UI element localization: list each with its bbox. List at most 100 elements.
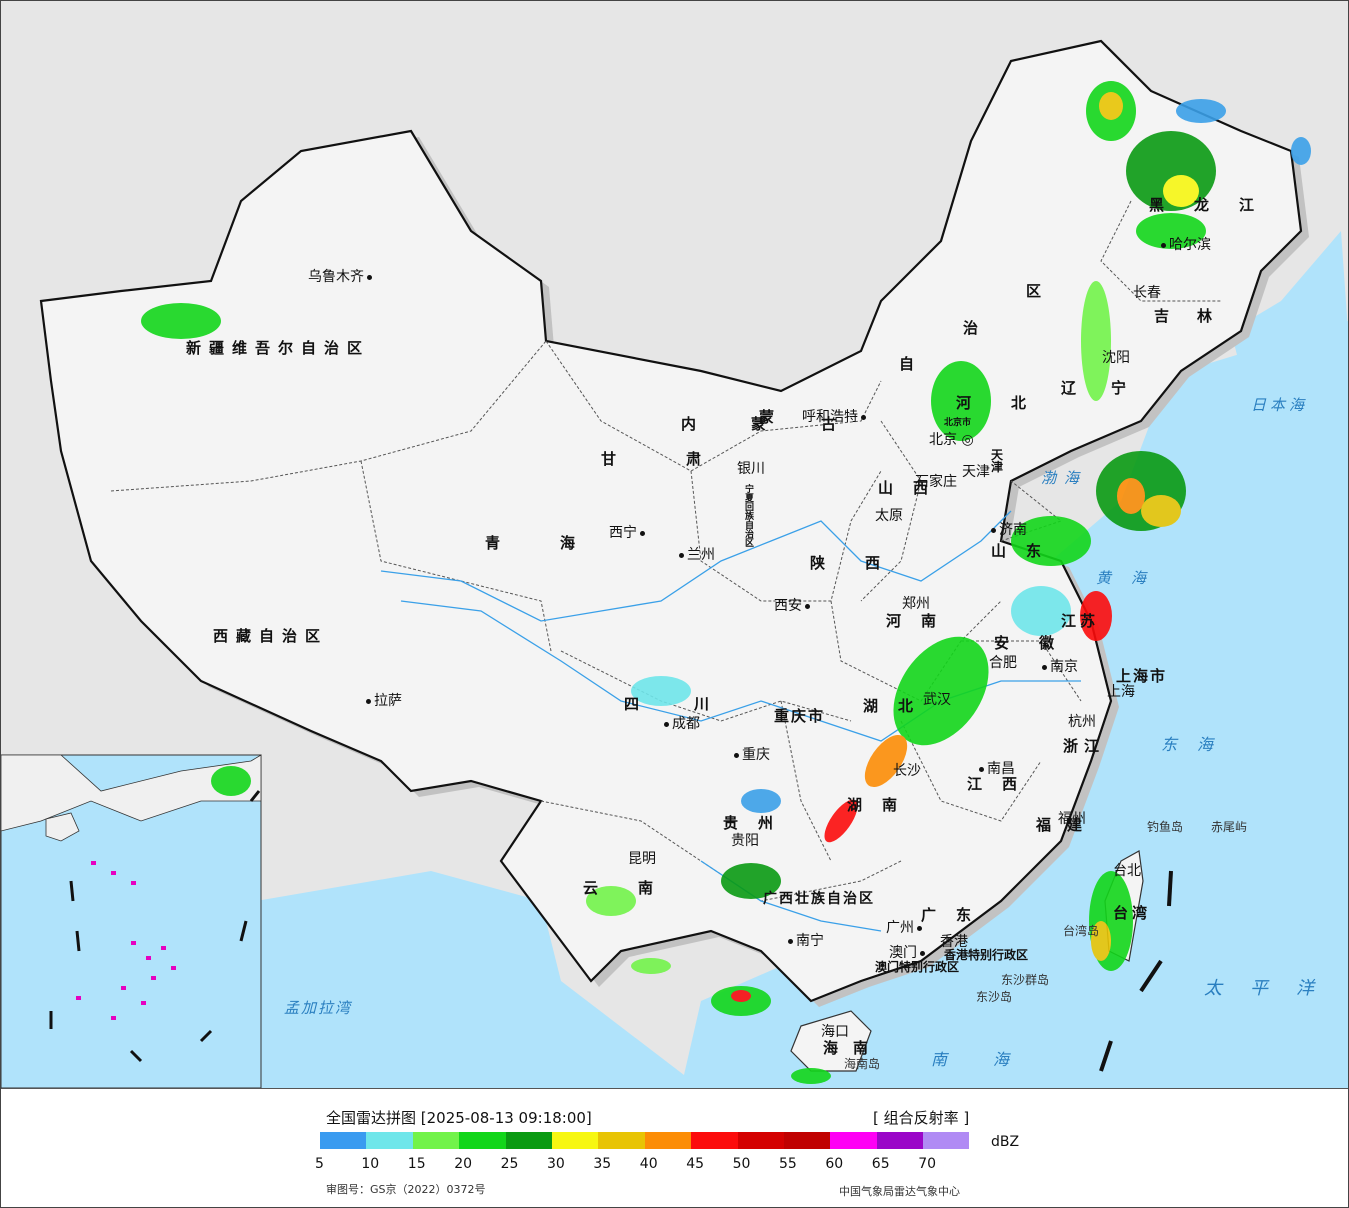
province-label-taiwan: 台湾 <box>1113 904 1152 922</box>
province-label-anhui: 安徽 <box>994 634 1085 652</box>
sea-label-east: 东海 <box>1161 735 1234 754</box>
city-label-xining: 西宁 <box>609 526 648 540</box>
city-label-zhengzhou: 郑州 <box>902 596 930 612</box>
radar-mosaic-map: 乌鲁木齐 拉萨 西宁 兰州 银川 呼和浩特 北京 ◎ 天津 石家庄 太原 济南 … <box>1 1 1348 1089</box>
legend-tick-label: 40 <box>639 1156 658 1172</box>
city-label-lhasa: 拉萨 <box>363 694 402 708</box>
legend-tick-label: 20 <box>454 1156 473 1172</box>
province-label-macau-sar: 澳门特别行政区 <box>875 960 960 974</box>
province-label-yunnan: 云南 <box>583 879 694 897</box>
legend-tick-label: 65 <box>871 1156 890 1172</box>
city-label-macau: 澳门 <box>889 946 928 960</box>
legend-swatch <box>459 1132 506 1149</box>
island-label-chiwei: 赤尾屿 <box>1211 820 1248 834</box>
city-label-taiyuan: 太原 <box>875 508 903 524</box>
legend-swatch <box>923 1132 970 1149</box>
province-label-shandong: 山东 <box>991 542 1062 560</box>
legend-tick-label: 5 <box>315 1156 324 1172</box>
island-label-dongsha-islands: 东沙群岛 <box>1001 973 1050 987</box>
province-label-shanxi: 山西 <box>878 479 949 497</box>
sea-label-south-china: 南海 <box>931 1050 1056 1069</box>
city-label-chongqing: 重庆 <box>731 748 770 762</box>
legend-unit: dBZ <box>991 1134 1020 1150</box>
province-label-shaanxi: 陕西 <box>810 554 921 572</box>
legend-swatch <box>320 1132 367 1149</box>
province-label-qu: 区 <box>1026 282 1054 300</box>
province-label-meng: 蒙 <box>759 408 787 426</box>
city-label-harbin: 哈尔滨 <box>1158 238 1211 252</box>
legend-title: 全国雷达拼图 [2025-08-13 09:18:00] <box>326 1109 592 1127</box>
province-label-neimenggu: 内蒙古 <box>681 415 892 433</box>
province-label-qinghai: 青海 <box>485 534 636 552</box>
province-label-jiangsu: 江苏 <box>1061 612 1100 630</box>
map-review-number: 审图号：GS京（2022）0372号 <box>326 1183 486 1196</box>
province-label-zhi: 治 <box>963 319 991 337</box>
province-label-zhejiang: 浙江 <box>1063 737 1106 755</box>
legend-swatch <box>412 1132 460 1149</box>
city-label-hongkong: 香港 <box>940 934 968 950</box>
sea-label-bengal: 孟加拉湾 <box>284 999 353 1017</box>
city-label-kunming: 昆明 <box>628 851 656 867</box>
province-label-zi: 自 <box>899 355 927 373</box>
city-label-guangzhou: 广州 <box>886 921 925 935</box>
city-label-haikou: 海口 <box>821 1024 849 1040</box>
island-label-diaoyu: 钓鱼岛 <box>1147 820 1184 834</box>
province-label-guangxi: 广西壮族自治区 <box>763 891 875 907</box>
city-label-hefei: 合肥 <box>989 655 1017 671</box>
city-label-yinchuan: 银川 <box>737 461 765 477</box>
province-label-henan: 河南 <box>886 612 957 630</box>
province-label-fujian: 福建 <box>1036 816 1099 834</box>
province-label-gansu: 甘肃 <box>601 450 772 468</box>
city-label-shanghai: 上海 <box>1107 684 1135 700</box>
legend-tick-label: 50 <box>732 1156 751 1172</box>
province-label-xizang: 西藏自治区 <box>213 627 329 645</box>
legend-tick-label: 15 <box>407 1156 426 1172</box>
city-label-guiyang: 贵阳 <box>731 833 759 849</box>
legend-swatch <box>505 1132 552 1149</box>
province-label-hainan: 海南 <box>823 1039 884 1057</box>
legend-panel: 全国雷达拼图 [2025-08-13 09:18:00] [ 组合反射率 ] d… <box>1 1089 1348 1207</box>
city-label-changsha: 长沙 <box>893 763 921 779</box>
city-label-changchun: 长春 <box>1133 285 1161 301</box>
legend-tick-label: 45 <box>686 1156 705 1172</box>
city-label-wuhan: 武汉 <box>923 692 951 708</box>
province-label-xinjiang: 新疆维吾尔自治区 <box>186 339 371 357</box>
province-label-hebei: 河北 <box>956 394 1067 412</box>
city-label-tianjin: 天津 <box>962 464 990 480</box>
province-label-hubei: 湖北 <box>863 697 934 715</box>
sea-label-bohai: 渤海 <box>1041 469 1088 487</box>
legend-swatch <box>551 1132 599 1149</box>
legend-tick-label: 35 <box>593 1156 612 1172</box>
province-label-guangdong: 广东 <box>921 906 992 924</box>
province-label-heilongjiang: 黑龙江 <box>1149 196 1285 214</box>
city-label-nanning: 南宁 <box>785 934 824 948</box>
legend-tick-label: 60 <box>825 1156 844 1172</box>
city-label-nanjing: 南京 <box>1039 660 1078 674</box>
legend-tick-label: 55 <box>779 1156 797 1172</box>
legend-tick-label: 10 <box>361 1156 380 1172</box>
province-label-shanghai: 上海市 <box>1116 667 1168 685</box>
legend-swatch <box>737 1132 784 1149</box>
city-label-shenyang: 沈阳 <box>1102 350 1130 366</box>
province-label-hongkong-sar: 香港特别行政区 <box>944 948 1029 962</box>
province-label-ningxia: 宁夏回族自治区 <box>745 485 755 549</box>
city-label-urumqi: 乌鲁木齐 <box>308 270 375 284</box>
city-label-chengdu: 成都 <box>661 717 700 731</box>
legend-swatch <box>830 1132 877 1149</box>
legend-color-bar <box>320 1132 970 1149</box>
city-label-nanchang: 南昌 <box>976 762 1015 776</box>
city-label-fuzhou: 福州 <box>1058 811 1086 827</box>
province-label-tianjin-shi: 天津 <box>991 448 1004 474</box>
legend-swatch <box>783 1132 831 1149</box>
province-label-chongqing: 重庆市 <box>774 707 826 725</box>
city-label-shijiazhuang: 石家庄 <box>915 474 957 490</box>
city-label-hohhot: 呼和浩特 <box>802 410 869 424</box>
city-label-hangzhou: 杭州 <box>1068 714 1096 730</box>
province-label-sichuan: 四川 <box>624 695 765 713</box>
city-label-taipei: 台北 <box>1113 863 1141 879</box>
legend-source: 中国气象局雷达气象中心 <box>839 1185 960 1198</box>
island-label-taiwan: 台湾岛 <box>1063 924 1100 938</box>
island-label-dongsha: 东沙岛 <box>976 990 1013 1004</box>
province-label-liaoning: 辽宁 <box>1061 379 1162 397</box>
